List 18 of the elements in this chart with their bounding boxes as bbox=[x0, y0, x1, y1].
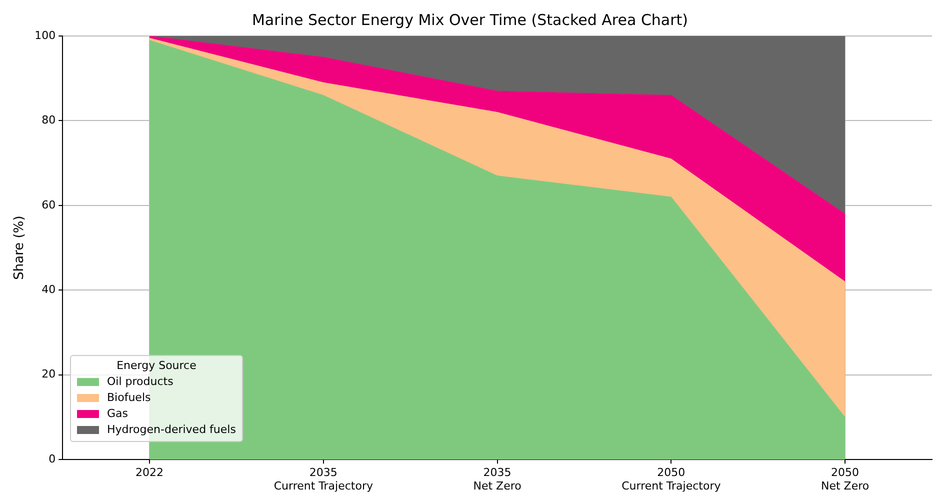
legend-label: Hydrogen-derived fuels bbox=[107, 422, 236, 438]
y-tick-label: 100 bbox=[34, 28, 56, 42]
y-tick-label: 20 bbox=[42, 368, 56, 381]
x-tick-label: 2035 Current Trajectory bbox=[274, 466, 374, 492]
y-tick-label: 80 bbox=[42, 114, 56, 127]
x-tick-label: 2022 bbox=[136, 466, 164, 480]
y-axis-title: Share (%) bbox=[12, 216, 28, 280]
legend-label: Biofuels bbox=[107, 390, 151, 406]
y-tick-label: 60 bbox=[42, 198, 56, 212]
x-tick-label: 2035 Net Zero bbox=[473, 466, 522, 492]
x-tick-label: 2050 Net Zero bbox=[820, 466, 870, 492]
legend-title: Energy Source bbox=[116, 359, 198, 372]
legend-label: Oil products bbox=[107, 374, 174, 390]
y-tick-label: 40 bbox=[42, 283, 56, 296]
y-tick-label: 0 bbox=[48, 452, 56, 466]
chart-title: Marine Sector Energy Mix Over Time (Stacked Area Chart) bbox=[252, 10, 688, 29]
legend-label: Gas bbox=[107, 406, 128, 422]
x-tick-label: 2050 Current Trajectory bbox=[622, 466, 722, 492]
